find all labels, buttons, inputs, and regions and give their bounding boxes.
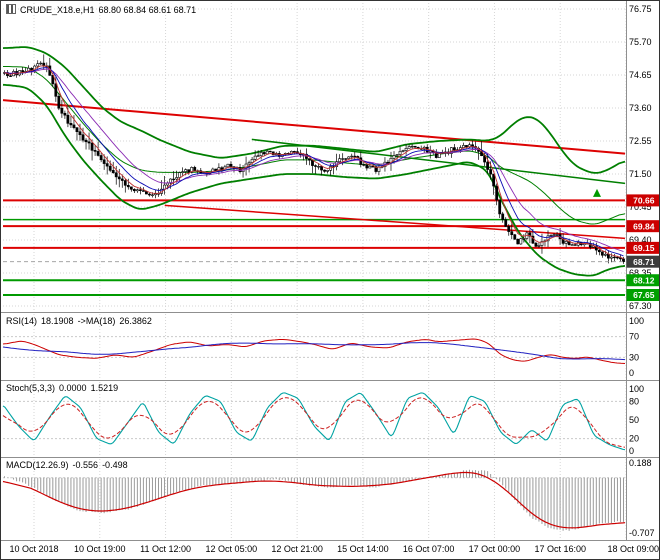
price-badge: 70.66	[626, 194, 659, 207]
rsi-tick-label: 70	[629, 332, 639, 342]
price-tick-label: 72.55	[629, 136, 652, 146]
time-tick-label: 11 Oct 12:00	[140, 544, 191, 554]
chart-ohlc-readout: 68.80 68.84 68.61 68.71	[98, 5, 197, 15]
panel-separators	[1, 1, 659, 541]
time-tick-label: 12 Oct 05:00	[206, 544, 258, 554]
rsi-plot[interactable]	[2, 336, 626, 364]
rsi-value: 18.1908	[41, 316, 74, 326]
rsi-indicator-label: RSI(14) 18.1908 ->MA(18) 26.3862	[6, 316, 156, 326]
price-tick-label: 71.50	[629, 169, 652, 179]
up-arrow-marker	[593, 188, 602, 197]
macd-tick-label: 0.188	[629, 458, 652, 468]
time-tick-label: 17 Oct 16:00	[534, 544, 586, 554]
price-badges: 70.66 69.84 69.15 68.12 67.65 68.71	[626, 194, 659, 301]
macd-signal-value: -0.498	[102, 460, 128, 470]
rsi-ma-value: 26.3862	[119, 316, 152, 326]
rsi-ma-name: ->MA(18)	[77, 316, 116, 326]
stoch-tick-label: 80	[629, 396, 639, 406]
svg-text:68.71: 68.71	[633, 257, 655, 267]
macd-indicator-label: MACD(12.26.9) -0.556 -0.498	[6, 460, 132, 470]
price-tick-label: 73.60	[629, 103, 652, 113]
time-tick-label: 17 Oct 00:00	[469, 544, 521, 554]
price-badge: 67.65	[626, 289, 659, 301]
macd-value: -0.556	[72, 460, 99, 470]
time-tick-label: 18 Oct 09:00	[607, 544, 659, 554]
svg-text:69.15: 69.15	[633, 243, 655, 253]
price-badge: 69.84	[626, 220, 659, 233]
svg-text:70.66: 70.66	[633, 196, 655, 206]
stoch-value: 0.0000	[59, 383, 87, 393]
price-axis: 76.75 75.70 74.65 73.60 72.55 71.50 70.45 69.40…	[629, 4, 655, 538]
moving-averages	[4, 65, 624, 260]
stoch-indicator-label: Stoch(5,3,3) 0.0000 1.5219	[6, 383, 122, 393]
stoch-tick-label: 20	[629, 434, 639, 444]
price-badge: 68.12	[626, 274, 659, 287]
svg-text:67.65: 67.65	[633, 290, 655, 300]
chart-title: CRUDE_X18.e,H1 68.80 68.84 68.61 68.71	[6, 4, 200, 15]
time-axis: 10 Oct 2018 10 Oct 19:00 11 Oct 12:00 12 Oc…	[9, 544, 659, 554]
price-badge: 69.15	[626, 241, 659, 254]
time-tick-label: 10 Oct 2018	[9, 544, 58, 554]
stoch-tick-label: 50	[629, 415, 639, 425]
time-tick-label: 10 Oct 19:00	[74, 544, 126, 554]
svg-text:69.84: 69.84	[633, 221, 655, 231]
rsi-tick-label: 100	[629, 316, 644, 326]
macd-plot[interactable]	[2, 469, 626, 531]
time-tick-label: 12 Oct 21:00	[271, 544, 323, 554]
price-tick-label: 67.30	[629, 301, 652, 311]
price-tick-label: 74.65	[629, 70, 652, 80]
rsi-name: RSI(14)	[6, 316, 38, 326]
price-tick-label: 68.35	[629, 268, 652, 278]
price-tick-label: 69.40	[629, 235, 652, 245]
chart-symbol-icon	[6, 4, 16, 14]
rsi-tick-label: 0	[629, 368, 634, 378]
grid-lines	[3, 3, 627, 539]
stoch-tick-label: 100	[629, 384, 644, 394]
macd-tick-label: -0.707	[629, 528, 655, 538]
time-tick-label: 15 Oct 14:00	[337, 544, 389, 554]
price-tick-label: 75.70	[629, 37, 652, 47]
price-tick-label: 76.75	[629, 4, 652, 14]
price-tick-label: 70.45	[629, 202, 652, 212]
stoch-signal-value: 1.5219	[90, 383, 119, 393]
stoch-tick-label: 0	[629, 446, 634, 456]
time-tick-label: 16 Oct 07:00	[403, 544, 455, 554]
macd-name: MACD(12.26.9)	[6, 460, 69, 470]
rsi-tick-label: 30	[629, 352, 639, 362]
svg-text:68.12: 68.12	[633, 275, 655, 285]
stochastic-plot[interactable]	[2, 392, 626, 451]
stoch-name: Stoch(5,3,3)	[6, 383, 56, 393]
chart-symbol: CRUDE_X18.e,H1	[20, 5, 95, 15]
trendlines[interactable]	[2, 99, 626, 240]
horizontal-level-lines[interactable]	[3, 199, 625, 296]
price-badge: 68.71	[626, 255, 659, 268]
